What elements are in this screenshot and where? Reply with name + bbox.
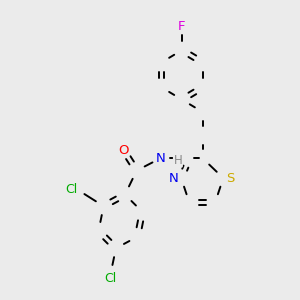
Text: N: N xyxy=(169,172,178,184)
Text: N: N xyxy=(156,152,165,165)
Text: H: H xyxy=(173,154,182,167)
Text: F: F xyxy=(178,20,186,33)
Text: Cl: Cl xyxy=(66,183,78,196)
Text: Cl: Cl xyxy=(104,272,117,285)
Text: S: S xyxy=(226,172,235,184)
Text: O: O xyxy=(118,143,129,157)
